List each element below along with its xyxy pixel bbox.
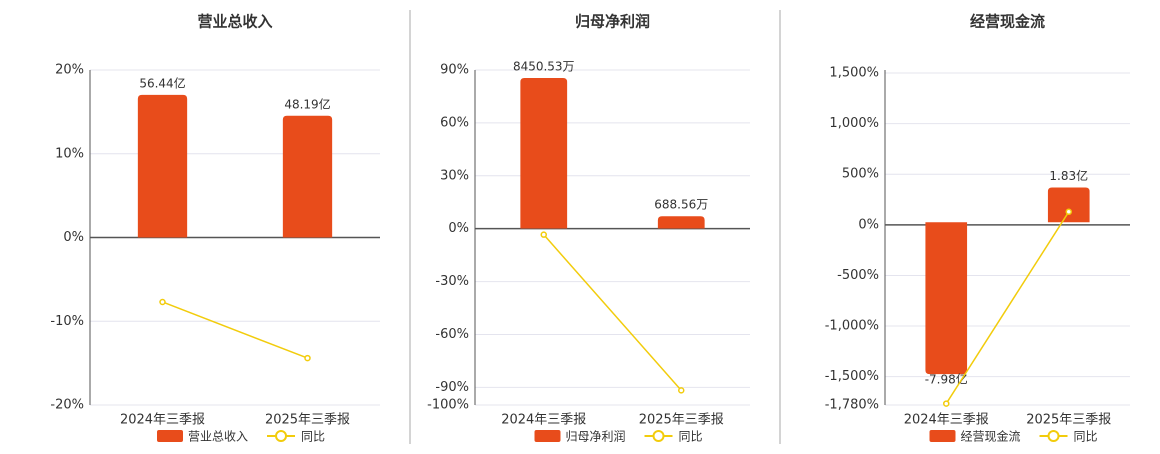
x-tick-label: 2024年三季报 xyxy=(501,413,586,428)
y-tick-label: -90% xyxy=(435,380,469,395)
line-point xyxy=(678,387,685,394)
bar xyxy=(282,115,333,238)
y-tick-label: 10% xyxy=(55,146,84,161)
line-point xyxy=(943,400,950,407)
y-tick-label: -1,000% xyxy=(825,319,879,334)
legend-swatch xyxy=(534,430,561,442)
chart-title: 归母净利润 xyxy=(575,13,650,31)
y-tick-label: 500% xyxy=(842,167,879,182)
chart-title: 经营现金流 xyxy=(970,13,1045,31)
legend-label: 同比 xyxy=(301,430,325,444)
legend-marker xyxy=(275,430,288,442)
legend-marker xyxy=(652,430,665,442)
y-tick-label: -100% xyxy=(427,398,469,413)
x-tick-label: 2025年三季报 xyxy=(639,413,724,428)
data-label: -7.98亿 xyxy=(925,372,968,387)
legend-swatch xyxy=(929,430,956,442)
legend-label: 同比 xyxy=(679,430,703,444)
y-tick-label: 30% xyxy=(440,168,469,183)
data-label: 8450.53万 xyxy=(513,60,575,74)
line xyxy=(162,301,308,359)
bar xyxy=(657,216,705,229)
line xyxy=(543,234,682,391)
y-tick-label: -10% xyxy=(50,314,84,329)
y-tick-label: -1,780% xyxy=(825,398,879,413)
y-tick-label: 0% xyxy=(858,217,879,232)
line-point xyxy=(1065,208,1072,216)
y-tick-label: -20% xyxy=(50,398,84,413)
legend-label: 归母净利润 xyxy=(566,430,626,444)
bar xyxy=(1047,187,1090,223)
y-tick-label: 60% xyxy=(440,115,469,130)
line-point xyxy=(540,231,547,238)
legend-label: 经营现金流 xyxy=(961,429,1021,444)
data-label: 56.44亿 xyxy=(139,75,185,90)
legend-label: 同比 xyxy=(1074,430,1098,444)
y-tick-label: -60% xyxy=(435,327,469,342)
x-tick-label: 2025年三季报 xyxy=(265,413,350,428)
legend-marker xyxy=(1047,430,1060,442)
y-tick-label: 1,500% xyxy=(829,66,879,81)
line-point xyxy=(304,354,311,362)
bar xyxy=(925,222,968,375)
y-tick-label: 0% xyxy=(63,230,84,245)
chart-title: 营业总收入 xyxy=(197,13,272,31)
legend-label: 营业总收入 xyxy=(188,430,248,444)
line xyxy=(945,211,1070,404)
data-label: 688.56万 xyxy=(654,198,708,212)
data-label: 1.83亿 xyxy=(1049,168,1088,183)
data-label: 48.19亿 xyxy=(284,96,330,111)
y-tick-label: 0% xyxy=(448,221,469,236)
x-tick-label: 2024年三季报 xyxy=(120,413,205,428)
line-point xyxy=(159,298,166,306)
y-tick-label: 90% xyxy=(440,63,469,78)
x-tick-label: 2025年三季报 xyxy=(1026,413,1111,428)
bar xyxy=(520,78,568,229)
y-tick-label: -30% xyxy=(435,274,469,289)
y-tick-label: -1,500% xyxy=(825,369,879,384)
legend-swatch xyxy=(157,430,183,442)
y-tick-label: 1,000% xyxy=(829,116,879,131)
bar xyxy=(137,94,188,238)
x-tick-label: 2024年三季报 xyxy=(904,413,989,428)
y-tick-label: -500% xyxy=(837,268,879,283)
y-tick-label: 20% xyxy=(55,63,84,78)
